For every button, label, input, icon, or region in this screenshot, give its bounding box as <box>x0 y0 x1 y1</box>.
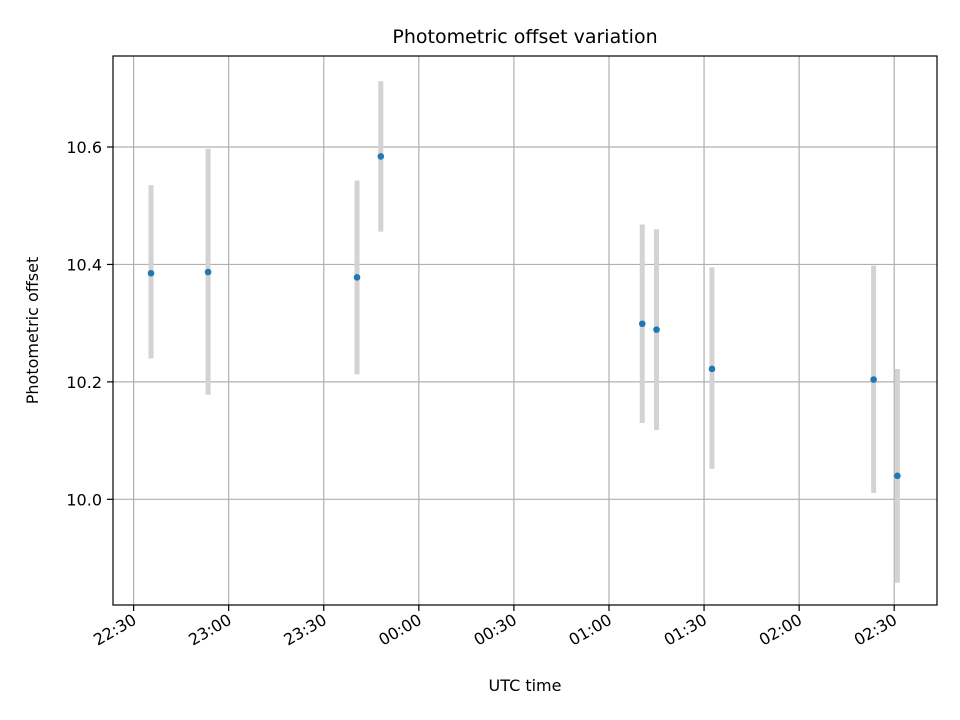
y-tick-label: 10.0 <box>66 490 102 509</box>
x-tick-label: 00:00 <box>375 610 424 650</box>
x-tick-label: 01:30 <box>661 610 710 650</box>
error-bars <box>148 81 900 583</box>
x-tick-label: 00:30 <box>470 610 519 650</box>
ticks: 22:30 23:00 23:30 00:00 00:30 01:00 01:30 02:00… <box>66 138 900 650</box>
y-tick-label: 10.6 <box>66 138 102 157</box>
data-point <box>894 472 901 480</box>
x-tick-label: 02:00 <box>756 610 805 650</box>
data-point <box>377 153 385 160</box>
data-point <box>708 365 716 373</box>
data-point <box>204 268 212 276</box>
data-point <box>638 320 646 328</box>
chart-title: Photometric offset variation <box>392 26 657 48</box>
plot-frame <box>112 55 938 606</box>
x-tick-label: 01:00 <box>566 610 615 650</box>
data-point <box>870 376 877 383</box>
x-tick-label: 23:00 <box>185 610 234 650</box>
data-point <box>147 269 155 277</box>
x-axis-label: UTC time <box>489 676 562 695</box>
data-point <box>353 274 361 281</box>
y-tick-label: 10.2 <box>66 373 102 392</box>
data-points <box>147 153 901 480</box>
y-tick-label: 10.4 <box>66 255 102 274</box>
data-point <box>653 326 660 333</box>
y-axis-label: Photometric offset <box>23 257 42 405</box>
x-tick-label: 23:30 <box>280 610 329 650</box>
x-tick-label: 22:30 <box>90 610 139 650</box>
x-tick-label: 02:30 <box>851 610 900 650</box>
grid <box>113 56 937 605</box>
